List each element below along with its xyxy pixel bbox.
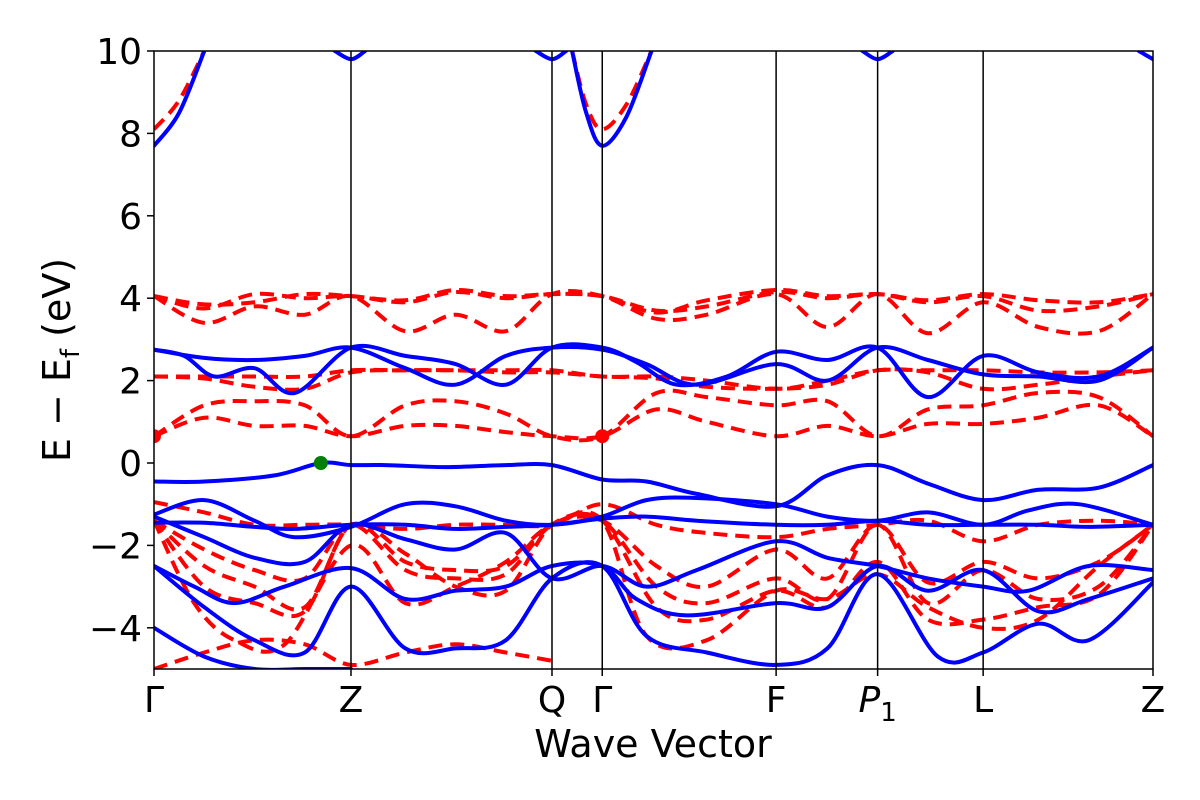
y-tick-label-6: 8 [119,114,142,155]
kpoint-lines [350,51,984,669]
y-tick-label-4: 4 [119,279,142,320]
x-tick-label-1: Z [339,680,364,721]
cbm-marker-2 [595,429,610,444]
band-spin-up-6 [154,625,353,669]
x-tick-label-2: Q [538,680,566,721]
y-tick-label-2: 0 [119,444,142,485]
y-axis-label-sub: f [56,348,86,358]
band-spin-down-11 [154,509,1153,654]
y-tick-label-0: −4 [89,609,142,650]
bands-layer [154,51,1153,669]
x-tick-label-3: Γ [592,680,612,721]
band-spin-down-7 [154,500,1153,544]
band-spin-down-6 [154,289,1153,336]
band-spin-down-14 [570,51,654,132]
y-tick-label-3: 2 [119,362,142,403]
y-axis-label: E − Ef (eV) [35,258,86,462]
band-spin-down-2 [154,367,1153,392]
band-spin-down-5 [154,287,1153,315]
band-spin-up-8 [154,344,1153,387]
vbm-marker-0 [313,456,328,470]
x-tick-label-4: F [766,680,787,721]
y-axis-label-main: E − E [35,358,79,462]
band-spin-up-10 [332,51,368,62]
x-tick-label-5: P1 [858,680,896,728]
band-spin-down-13 [154,51,207,131]
band-spin-down-12 [154,637,553,669]
x-tick-label-6: L [973,680,993,721]
x-ticks: Γ Z Q Γ F P1 L Z [144,669,1165,728]
band-spin-up-9 [154,51,207,148]
band-spin-down-3 [154,367,1153,391]
x-tick-label-7: Z [1141,680,1166,721]
x-tick-label-0: Γ [144,680,164,721]
band-spin-down-4 [154,289,1153,314]
band-spin-down-1 [154,388,1153,443]
band-spin-down-0 [154,402,1153,441]
extrema-markers [154,429,610,470]
plot-frame [153,50,1154,670]
y-tick-label-7: 10 [96,32,142,73]
y-tick-label-1: −2 [89,526,142,567]
y-ticks: −4 −2 0 2 4 6 8 10 [89,32,154,650]
band-spin-up-4 [154,560,1153,618]
band-spin-up-12 [570,51,654,148]
y-axis-label-unit: (eV) [35,258,79,349]
x-axis-label: Wave Vector [534,722,772,766]
band-spin-up-14 [1136,51,1153,62]
band-spin-down-8 [154,514,1153,589]
band-spin-up-11 [533,51,569,62]
y-tick-label-5: 6 [119,197,142,238]
cbm-marker-1 [154,429,161,444]
